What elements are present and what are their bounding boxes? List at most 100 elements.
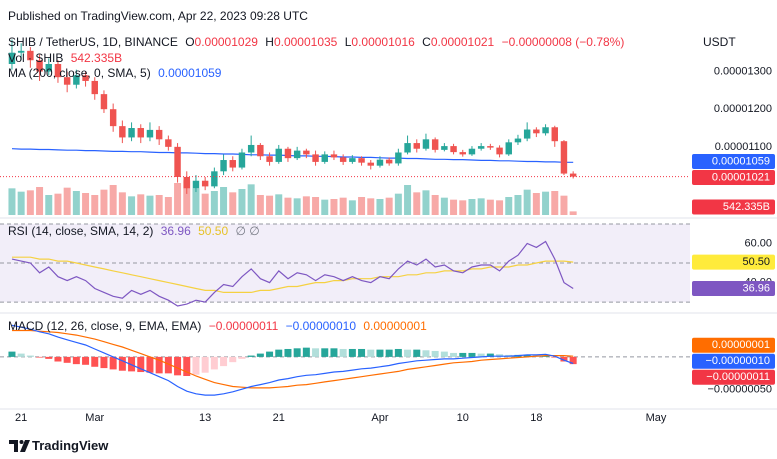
- histogram-bar: [82, 356, 90, 365]
- histogram-bar: [26, 355, 34, 357]
- histogram-bar: [164, 356, 172, 374]
- candle-body: [100, 94, 108, 110]
- volume-bar: [36, 187, 44, 215]
- volume-bar: [450, 199, 458, 215]
- volume-legend: Vol · SHIB 542.335B: [8, 51, 126, 65]
- candle-body: [174, 146, 181, 177]
- candle-body: [137, 128, 144, 138]
- published-line: Published on TradingView.com, Apr 22, 20…: [8, 9, 312, 23]
- price-tag-label: 0.00001021: [712, 171, 770, 183]
- histogram-bar: [137, 356, 145, 373]
- candle-body: [165, 139, 172, 147]
- volume-value: 542.335B: [70, 51, 123, 65]
- volume-bar: [440, 197, 448, 215]
- histogram-bar: [431, 350, 439, 357]
- candle-body: [201, 180, 209, 187]
- x-tick-label: 21: [273, 412, 285, 424]
- histogram-bar: [247, 355, 255, 357]
- macd-legend: MACD (12, 26, close, 9, EMA, EMA) −0.000…: [8, 319, 431, 333]
- candle-body: [45, 64, 52, 72]
- candle-body: [293, 150, 301, 159]
- volume-bar: [551, 191, 559, 215]
- volume-bar: [385, 197, 393, 215]
- volume-bar: [17, 191, 25, 215]
- histogram-bar: [459, 352, 467, 357]
- volume-bar: [91, 195, 99, 215]
- volume-bar: [72, 191, 80, 215]
- rsi-sma-line: [12, 256, 574, 293]
- volume-bar: [256, 195, 264, 215]
- volume-bar: [45, 195, 53, 215]
- histogram-bar: [183, 356, 191, 376]
- rsi-legend: RSI (14, close, SMA, 14, 2) 36.96 50.50 …: [8, 224, 264, 238]
- histogram-bar: [220, 356, 228, 367]
- macd-line: [11, 324, 574, 396]
- logo-shape: [20, 440, 30, 452]
- macd-value: −0.00000010: [285, 319, 356, 333]
- histogram-bar: [293, 348, 301, 357]
- candle-body: [487, 146, 494, 148]
- candle-body: [284, 148, 292, 159]
- volume-bar: [542, 191, 550, 215]
- candle-body: [477, 146, 485, 149]
- candle-body: [496, 147, 503, 155]
- price-tag-label: 0.00001059: [712, 155, 770, 167]
- histogram-bar: [376, 349, 384, 357]
- histogram-bar: [358, 348, 366, 357]
- candle-body: [533, 129, 540, 134]
- ohlc-key: H: [265, 35, 274, 49]
- histogram-bar: [36, 356, 44, 358]
- histogram-bar: [450, 352, 458, 357]
- currency: USDT: [703, 35, 736, 49]
- candle-body: [229, 160, 236, 168]
- ma-name: MA (200, close, 0, SMA, 5): [8, 66, 151, 80]
- rsi-extra: ∅ ∅: [235, 224, 260, 238]
- volume-bar: [413, 192, 421, 215]
- x-tick-label: Mar: [85, 412, 104, 424]
- histogram-bar: [348, 348, 356, 357]
- histogram-bar: [109, 356, 117, 370]
- histogram-bar: [413, 349, 421, 357]
- histogram-bar: [385, 349, 393, 357]
- volume-bar: [477, 198, 485, 215]
- volume-bar: [100, 189, 108, 215]
- x-tick-label: 10: [457, 412, 469, 424]
- y-tick-label: −0.00000050: [707, 384, 772, 396]
- y-tick-label: 0.00001100: [715, 141, 772, 153]
- histogram-bar: [422, 350, 430, 357]
- price-tag: [692, 281, 775, 297]
- candle-body: [339, 157, 347, 162]
- ma-legend: MA (200, close, 0, SMA, 5) 0.00001059: [8, 66, 225, 80]
- candle-body: [431, 139, 439, 150]
- candle-body: [459, 152, 466, 155]
- volume-bar: [422, 190, 430, 215]
- histogram-bar: [238, 356, 246, 359]
- price-tag-label: 50.50: [742, 256, 770, 268]
- histogram-bar: [321, 348, 329, 357]
- ma-value: 0.00001059: [158, 66, 222, 80]
- histogram-bar: [8, 351, 16, 357]
- footer-brand: TradingView: [32, 439, 112, 453]
- brand-logo: [9, 440, 30, 452]
- volume-bar: [496, 200, 504, 215]
- candle-body: [569, 173, 577, 177]
- volume-bar: [155, 195, 163, 215]
- histogram-bar: [523, 354, 531, 357]
- candle-body: [441, 146, 448, 150]
- histogram-bar: [45, 356, 53, 359]
- x-tick-label: Apr: [371, 412, 388, 424]
- volume-bar: [459, 200, 467, 215]
- volume-bar: [330, 199, 338, 215]
- volume-bar: [229, 192, 237, 215]
- histogram-bar: [192, 356, 200, 375]
- histogram-bar: [367, 349, 375, 357]
- volume-bar: [293, 198, 301, 215]
- price-tag: [692, 199, 775, 215]
- histogram-bar: [63, 356, 71, 363]
- histogram-bar: [560, 356, 568, 362]
- candle-body: [82, 75, 89, 81]
- ohlc-value: 0.00001021: [430, 35, 495, 49]
- volume-bar: [394, 193, 402, 215]
